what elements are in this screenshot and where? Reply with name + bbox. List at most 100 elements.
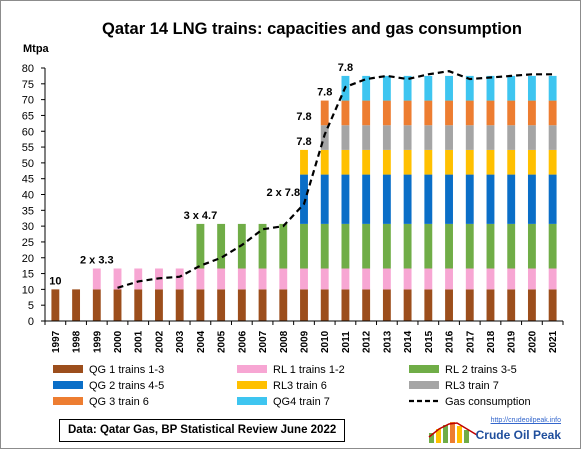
bar-segment xyxy=(237,268,246,290)
bar-segment xyxy=(362,75,371,101)
legend-label: RL3 train 6 xyxy=(273,380,327,392)
x-tick-label: 2000 xyxy=(113,330,124,353)
bar-segment xyxy=(465,100,474,126)
legend-swatch xyxy=(237,397,267,405)
y-tick-label: 15 xyxy=(22,269,34,281)
annotation-label: 7.8 xyxy=(296,136,311,148)
bar-segment xyxy=(134,268,143,290)
y-tick-label: 50 xyxy=(22,158,34,170)
bar-segment xyxy=(507,174,516,224)
y-tick-label: 0 xyxy=(28,316,34,328)
bar-segment xyxy=(403,174,412,224)
y-tick-labels: 0 5 10 15 20 25 30 35 40 45 50 55 60 65 70 75 80 xyxy=(22,63,45,328)
x-tick-label: 2005 xyxy=(217,330,228,353)
bar-segment xyxy=(258,223,267,269)
legend-label: RL3 train 7 xyxy=(445,380,499,392)
legend-swatch xyxy=(409,381,439,389)
bar-segment xyxy=(548,174,557,224)
bar-segment xyxy=(486,289,495,321)
legend-swatch xyxy=(53,381,83,389)
legend-swatch xyxy=(53,365,83,373)
bar-segment xyxy=(155,289,163,321)
axes xyxy=(44,68,564,325)
y-tick-label: 65 xyxy=(22,110,34,122)
bar-segment xyxy=(403,149,412,175)
bar-segment xyxy=(424,174,433,224)
legend: QG 1 trains 1-3 RL 1 trains 1-2 RL 2 train… xyxy=(53,364,531,408)
y-tick-label: 10 xyxy=(22,284,34,296)
bar-segment xyxy=(465,75,474,101)
bar-segment xyxy=(527,149,536,175)
bar-segment xyxy=(320,174,329,224)
bar-segment xyxy=(113,268,122,290)
bar-segment xyxy=(258,268,267,290)
x-tick-label: 1998 xyxy=(72,330,83,353)
x-tick-label: 2001 xyxy=(134,330,145,353)
bar-segment xyxy=(279,223,288,269)
bar-segment xyxy=(445,268,453,290)
annotation-label: 3 x 4.7 xyxy=(184,210,218,222)
bar-segment xyxy=(362,149,371,175)
bar-segment xyxy=(445,289,453,321)
bar-segment xyxy=(548,268,557,290)
x-tick-label: 2020 xyxy=(527,330,538,353)
bar-segment xyxy=(527,100,536,126)
y-tick-label: 80 xyxy=(22,63,34,75)
x-tick-labels: 1997 1998 1999 2000 2001 2002 2003 2004 2005 2006… xyxy=(51,330,559,353)
bar-segment xyxy=(424,289,433,321)
x-tick-label: 2021 xyxy=(548,330,559,353)
bar-segment xyxy=(445,174,453,224)
legend-swatch xyxy=(237,365,267,373)
x-tick-label: 2018 xyxy=(486,330,497,353)
bar-segment xyxy=(300,223,308,269)
logo-name: Crude Oil Peak xyxy=(475,428,561,442)
x-tick-label: 2006 xyxy=(237,330,248,353)
bar-segment xyxy=(237,289,246,321)
bar-segment xyxy=(382,223,391,269)
bar-segment xyxy=(320,149,329,175)
bar-segment xyxy=(175,268,184,290)
logo-url[interactable]: http://crudeoilpeak.info xyxy=(490,417,561,424)
legend-swatch xyxy=(237,381,267,389)
bar-segment xyxy=(424,75,433,101)
bar-segment xyxy=(548,149,557,175)
bar-segment xyxy=(279,268,288,290)
bar-segment xyxy=(424,149,433,175)
bar-segment xyxy=(403,100,412,126)
gas-consumption-line xyxy=(117,70,553,289)
bar-segment xyxy=(507,125,516,150)
bar-segment xyxy=(320,289,329,321)
annotation-label: 2 x 3.3 xyxy=(80,255,114,267)
bar-segment xyxy=(300,149,308,175)
bar-segment xyxy=(51,289,60,321)
bar-segment xyxy=(507,289,516,321)
y-axis-unit: Mtpa xyxy=(23,43,50,55)
y-tick-label: 70 xyxy=(22,95,34,107)
bar-segment xyxy=(465,268,474,290)
bar-segment xyxy=(382,75,391,101)
bar-segment xyxy=(175,289,184,321)
bar-segment xyxy=(424,125,433,150)
legend-label: QG4 train 7 xyxy=(273,396,330,408)
annotation-label: 7.8 xyxy=(296,111,311,123)
y-tick-label: 20 xyxy=(22,253,34,265)
bar-segment xyxy=(196,268,205,290)
bar-segment xyxy=(279,289,288,321)
bar-segment xyxy=(300,174,308,224)
bar-segment xyxy=(403,75,412,101)
bar-segment xyxy=(486,100,495,126)
bar-segment xyxy=(548,100,557,126)
bar-segment xyxy=(382,174,391,224)
bar-segment xyxy=(300,289,308,321)
x-tick-label: 2008 xyxy=(279,330,290,353)
bar-segment xyxy=(341,149,350,175)
bar-segment xyxy=(445,223,453,269)
legend-label: RL 2 trains 3-5 xyxy=(445,364,517,376)
bar-segment xyxy=(527,174,536,224)
bar-segment xyxy=(320,268,329,290)
bar-segment xyxy=(507,75,516,101)
x-tick-label: 2010 xyxy=(320,330,331,353)
bar-segment xyxy=(527,75,536,101)
bar-segment xyxy=(382,289,391,321)
